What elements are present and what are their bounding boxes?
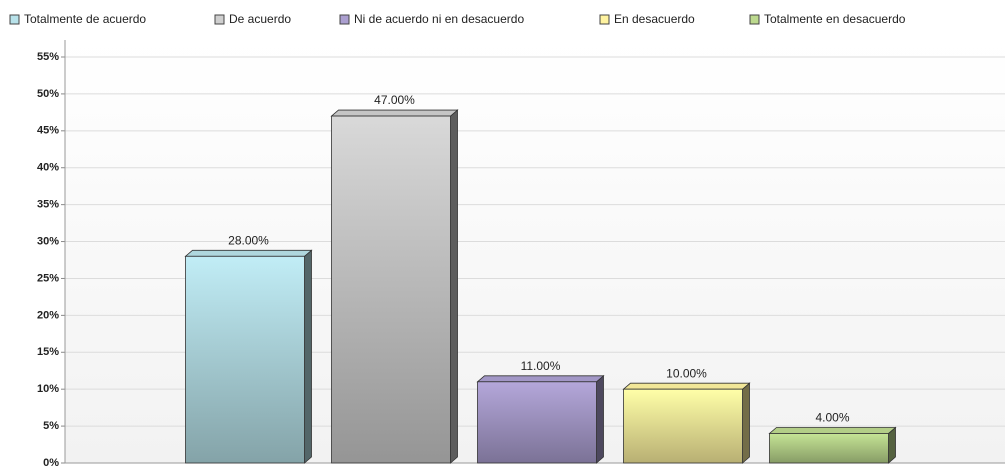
bar bbox=[477, 381, 597, 464]
y-tick-label: 50% bbox=[37, 88, 59, 100]
bar bbox=[769, 433, 889, 464]
y-tick-label: 20% bbox=[37, 309, 59, 321]
bar-top bbox=[768, 427, 897, 434]
legend-swatch bbox=[214, 14, 225, 25]
data-label: 11.00% bbox=[521, 359, 561, 373]
legend-swatch bbox=[339, 14, 350, 25]
y-tick-label: 0% bbox=[43, 457, 59, 468]
bar bbox=[623, 388, 743, 464]
y-tick-label: 30% bbox=[37, 235, 59, 247]
legend-swatch bbox=[9, 14, 20, 25]
legend-label: Totalmente en desacuerdo bbox=[764, 12, 906, 26]
y-tick-label: 25% bbox=[37, 272, 59, 284]
bar-top bbox=[330, 109, 459, 117]
data-label: 28.00% bbox=[228, 233, 269, 247]
data-label: 10.00% bbox=[666, 366, 707, 380]
legend-label: Totalmente de acuerdo bbox=[24, 12, 146, 26]
legend-label: Ni de acuerdo ni en desacuerdo bbox=[354, 12, 524, 26]
bar bbox=[185, 255, 305, 464]
y-tick-label: 15% bbox=[37, 346, 59, 358]
y-tick-label: 40% bbox=[37, 162, 59, 174]
bar-top bbox=[184, 249, 313, 257]
y-tick-label: 55% bbox=[37, 51, 59, 63]
bar-side bbox=[596, 374, 604, 464]
bar-side bbox=[742, 382, 750, 464]
legend-swatch bbox=[749, 14, 760, 25]
bar-top bbox=[476, 375, 605, 383]
bar-side bbox=[304, 249, 312, 464]
legend-label: En desacuerdo bbox=[614, 12, 695, 26]
legend-label: De acuerdo bbox=[229, 12, 291, 26]
data-label: 47.00% bbox=[374, 93, 415, 107]
y-tick-label: 10% bbox=[37, 383, 59, 395]
y-tick-label: 5% bbox=[43, 420, 59, 432]
bar-side bbox=[450, 109, 458, 464]
bar-top bbox=[622, 382, 751, 390]
data-label: 4.00% bbox=[815, 411, 849, 425]
bar bbox=[331, 115, 451, 464]
legend-swatch bbox=[599, 14, 610, 25]
y-tick-label: 45% bbox=[37, 125, 59, 137]
y-tick-label: 35% bbox=[37, 199, 59, 211]
